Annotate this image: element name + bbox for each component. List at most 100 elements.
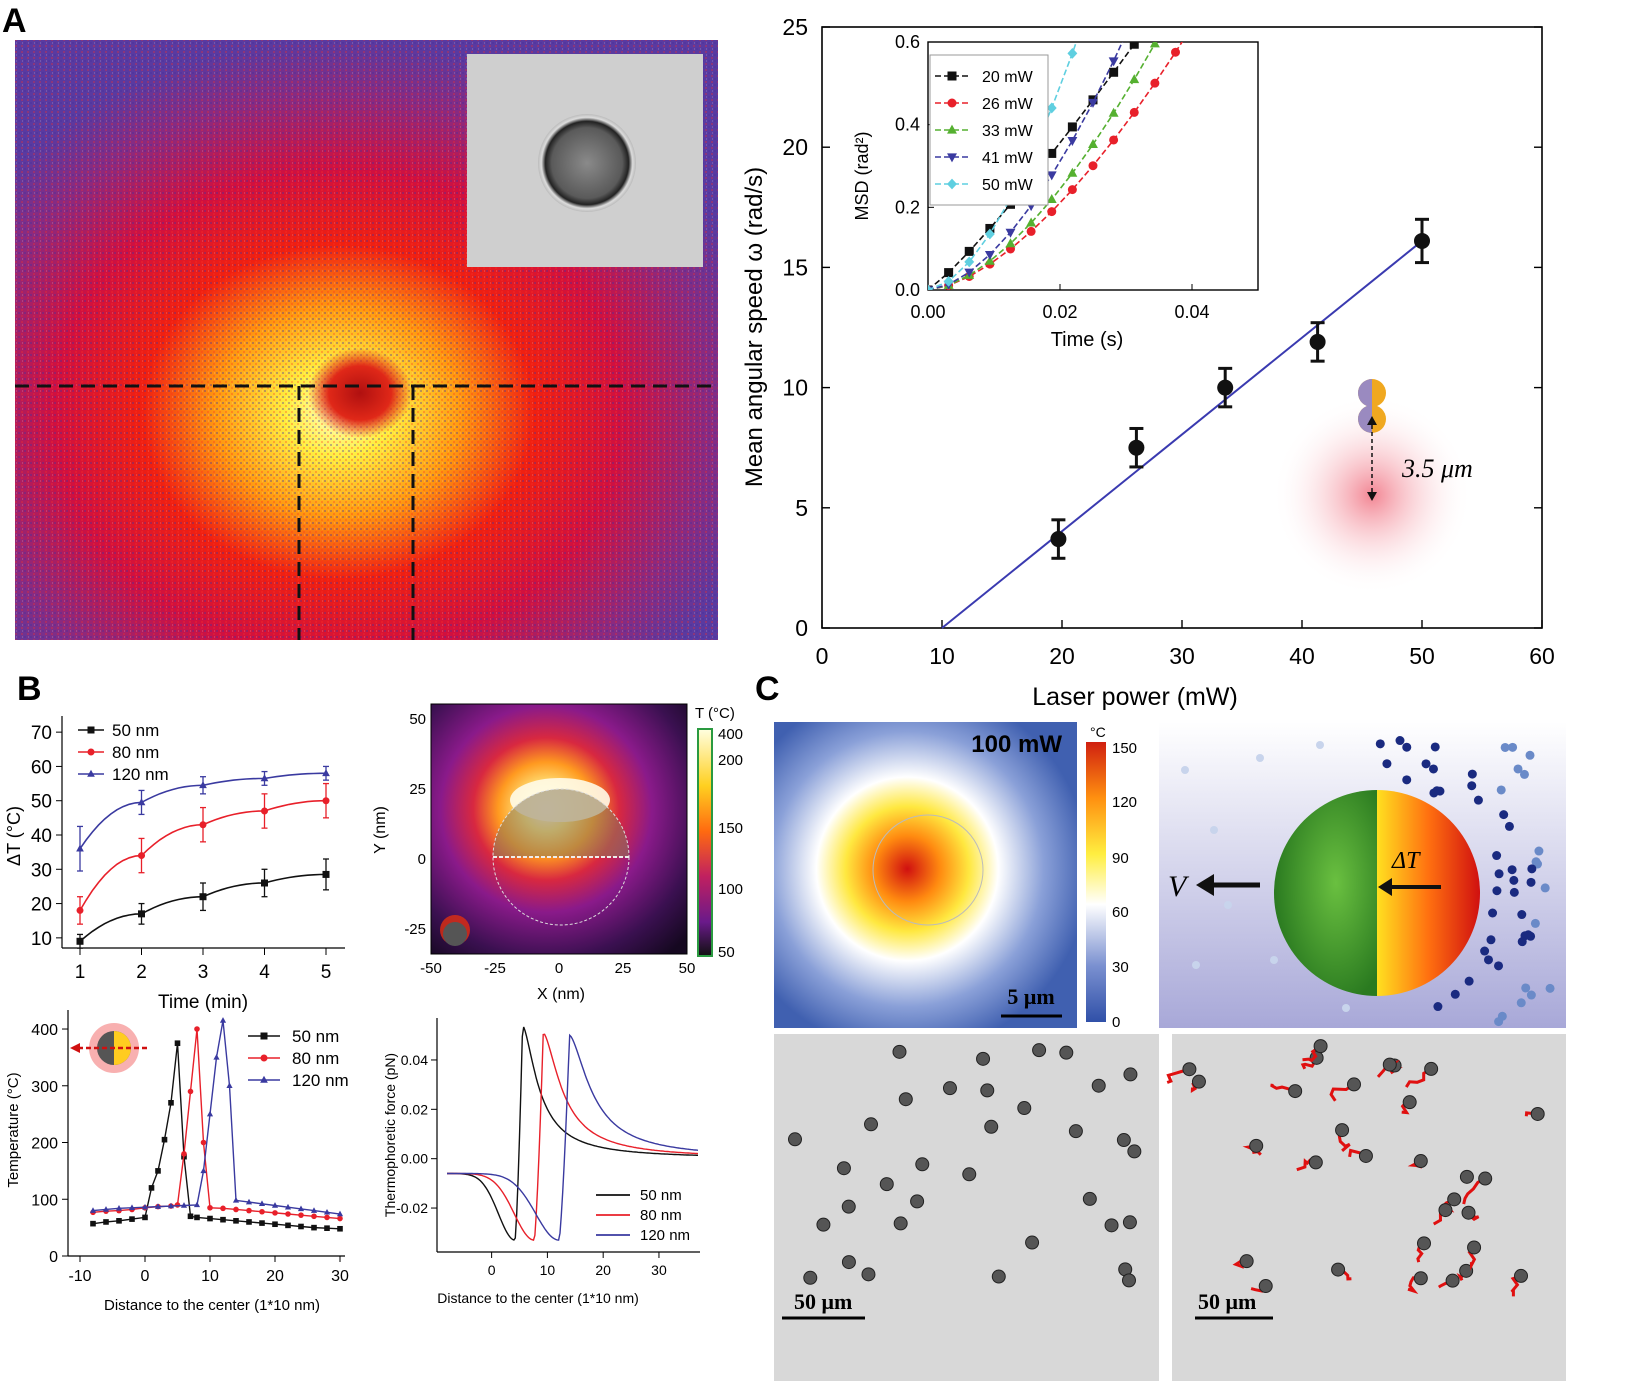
particle bbox=[1331, 1262, 1346, 1277]
solute-molecule bbox=[1517, 937, 1527, 947]
particle bbox=[1123, 1067, 1138, 1082]
particle bbox=[1358, 1148, 1373, 1163]
y-tick-label: 0.4 bbox=[895, 115, 920, 135]
colorbar-tick-label: 90 bbox=[1112, 850, 1129, 867]
legend-marker bbox=[947, 178, 957, 190]
x-tick-label: 0 bbox=[488, 1262, 496, 1278]
particle bbox=[1116, 1133, 1131, 1148]
particle bbox=[1127, 1144, 1142, 1159]
series-marker bbox=[322, 870, 330, 878]
particle bbox=[962, 1167, 977, 1182]
x-tick-label: 1 bbox=[75, 962, 86, 983]
particle bbox=[1461, 1205, 1476, 1220]
series-marker bbox=[137, 798, 146, 806]
solute-molecule bbox=[1496, 785, 1506, 795]
panel-c-janus-schematic: V ΔT bbox=[1159, 722, 1566, 1028]
colorbar-tick-label: 50 bbox=[718, 944, 735, 961]
particle bbox=[1258, 1279, 1273, 1294]
solute-molecule bbox=[1430, 742, 1440, 752]
legend-marker bbox=[87, 769, 95, 777]
series-marker bbox=[199, 781, 207, 789]
series-marker bbox=[272, 1210, 278, 1216]
series-marker bbox=[337, 1225, 343, 1232]
legend-label: 50 nm bbox=[292, 1027, 339, 1046]
solute-molecule bbox=[1494, 961, 1504, 971]
distance-annotation: 3.5 μm bbox=[1401, 454, 1473, 483]
legend-label: 50 nm bbox=[640, 1187, 682, 1204]
particle bbox=[1447, 1192, 1462, 1207]
colorbar-tick-label: 0 bbox=[1112, 1014, 1120, 1031]
series-line bbox=[447, 1033, 698, 1241]
solute-molecule bbox=[1382, 759, 1392, 769]
series-marker bbox=[964, 246, 974, 256]
series-marker bbox=[984, 251, 995, 261]
solute-molecule bbox=[1509, 887, 1519, 897]
particle bbox=[864, 1117, 879, 1132]
legend-marker bbox=[947, 71, 957, 81]
x-tick-label: 2 bbox=[136, 962, 147, 983]
x-tick-label: 10 bbox=[201, 1268, 219, 1285]
panel-label-c: C bbox=[755, 670, 780, 708]
panel-label-b: B bbox=[17, 670, 42, 708]
solute-molecule bbox=[1488, 908, 1498, 918]
solute-molecule bbox=[1504, 821, 1514, 831]
x-tick-label: 10 bbox=[540, 1262, 556, 1278]
particle bbox=[1413, 1154, 1428, 1169]
particle bbox=[1402, 1095, 1417, 1110]
chart-b-dt: 1 2 3 4 5 10 20 30 40 50 60 70 50 nm 80 nm 120 nm Tim… bbox=[4, 716, 345, 1013]
series-marker bbox=[180, 1202, 188, 1208]
series-marker bbox=[102, 1206, 110, 1212]
series-marker bbox=[272, 1221, 278, 1228]
series-line bbox=[447, 1033, 698, 1241]
series-marker bbox=[167, 1202, 175, 1209]
x-tick-label: 50 bbox=[679, 960, 696, 977]
chart-a-inset-ylabel: MSD (rad²) bbox=[852, 132, 872, 221]
particle bbox=[1467, 1240, 1482, 1255]
y-tick-label: -0.02 bbox=[396, 1200, 428, 1216]
series-marker bbox=[207, 1204, 213, 1211]
particle bbox=[980, 1083, 995, 1098]
series-marker bbox=[199, 821, 207, 829]
heated-particle-icon bbox=[70, 1023, 150, 1073]
trajectory bbox=[1405, 1067, 1432, 1088]
chart-b-force: 0 10 20 30 -0.02 0.00 0.02 0.04 50 nm 80 nm 120 n… bbox=[382, 1018, 700, 1306]
y-tick-label: 0.6 bbox=[895, 32, 920, 52]
particle bbox=[991, 1269, 1006, 1284]
particle bbox=[836, 1161, 851, 1176]
legend-label: 80 nm bbox=[112, 743, 159, 762]
x-tick-label: -10 bbox=[68, 1268, 91, 1285]
particle bbox=[816, 1217, 831, 1232]
series-marker bbox=[1171, 0, 1181, 9]
particle bbox=[910, 1194, 925, 1209]
series-marker bbox=[323, 1208, 331, 1215]
particle bbox=[1239, 1254, 1254, 1269]
colorbar-tick-label: 100 bbox=[718, 881, 743, 898]
scalebar-right: 50 μm bbox=[1198, 1289, 1256, 1314]
velocity-label: V bbox=[1168, 870, 1190, 903]
series-marker bbox=[128, 1204, 136, 1211]
solute-molecule bbox=[1526, 877, 1536, 887]
series-marker bbox=[115, 1204, 123, 1211]
series-marker bbox=[187, 1088, 194, 1095]
series-marker bbox=[1149, 42, 1160, 48]
series-marker bbox=[1067, 136, 1078, 146]
series-marker bbox=[964, 256, 975, 268]
solute-molecule bbox=[1402, 775, 1412, 785]
series-marker bbox=[233, 1206, 239, 1213]
solute-molecule bbox=[1507, 865, 1517, 875]
particle bbox=[942, 1081, 957, 1096]
particle bbox=[1445, 1273, 1460, 1288]
series-marker bbox=[259, 1208, 265, 1215]
solute-molecule bbox=[1531, 857, 1541, 867]
legend-marker bbox=[260, 1054, 268, 1062]
solute-molecule bbox=[1375, 739, 1385, 749]
y-tick-label: 0.04 bbox=[401, 1052, 428, 1068]
series-marker bbox=[1047, 207, 1057, 217]
series-marker bbox=[984, 228, 995, 240]
legend-label: 26 mW bbox=[982, 96, 1034, 113]
series-marker bbox=[200, 1167, 207, 1174]
series-marker bbox=[138, 852, 145, 860]
legend-marker bbox=[87, 748, 95, 756]
series-marker bbox=[148, 1185, 155, 1191]
